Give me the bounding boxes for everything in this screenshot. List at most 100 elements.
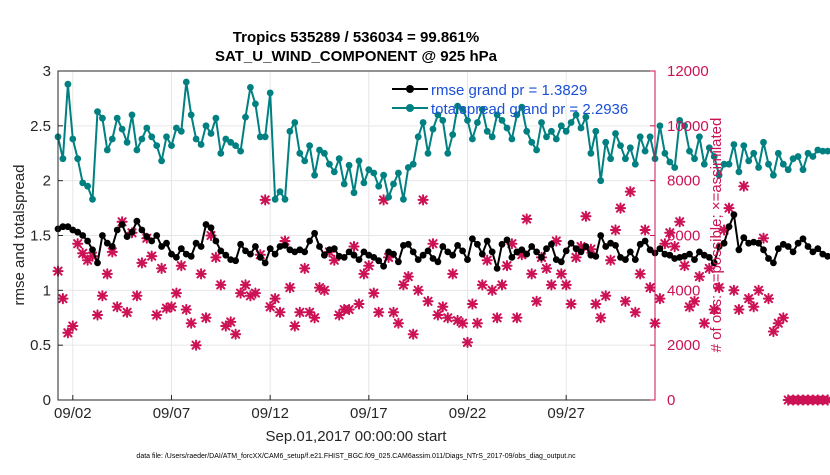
chart-title-line1: Tropics 535289 / 536034 = 99.861% bbox=[233, 29, 479, 46]
obs-point-glyph bbox=[506, 238, 518, 250]
obs-point-glyph bbox=[190, 339, 202, 351]
x-tick-label: 09/27 bbox=[547, 405, 585, 422]
rmse-point bbox=[163, 239, 170, 247]
rmse-point bbox=[148, 237, 156, 245]
totalspread-point bbox=[84, 182, 91, 190]
totalspread-point bbox=[548, 127, 555, 135]
rmse-point bbox=[740, 234, 748, 242]
obs-series bbox=[52, 180, 830, 406]
rmse-point bbox=[118, 221, 126, 228]
obs-point bbox=[496, 279, 508, 291]
rmse-point bbox=[414, 256, 422, 263]
rmse-point bbox=[64, 223, 72, 231]
obs-point bbox=[728, 284, 740, 296]
y-axis-right-label: # of obs: o=possible; ×=assimilated bbox=[708, 118, 725, 353]
rmse-point bbox=[824, 252, 830, 260]
rmse-point bbox=[543, 245, 550, 253]
totalspread-point bbox=[513, 111, 521, 119]
totalspread-point bbox=[508, 135, 516, 143]
obs-point bbox=[91, 309, 104, 321]
rmse-point bbox=[311, 229, 318, 237]
totalspread-point bbox=[750, 149, 758, 157]
obs-point bbox=[165, 301, 178, 313]
totalspread-point bbox=[395, 169, 402, 177]
rmse-point bbox=[666, 251, 674, 259]
y-right-tick-label: 4000 bbox=[667, 282, 700, 299]
rmse-point bbox=[538, 254, 545, 261]
totalspread-point bbox=[301, 157, 309, 165]
totalspread-point bbox=[153, 142, 161, 150]
rmse-point bbox=[434, 258, 442, 266]
totalspread-point bbox=[197, 141, 205, 148]
obs-point bbox=[151, 309, 163, 321]
rmse-point bbox=[138, 226, 146, 234]
obs-point bbox=[200, 312, 212, 324]
totalspread-point bbox=[370, 169, 378, 177]
obs-point bbox=[111, 301, 123, 313]
totalspread-point bbox=[464, 117, 471, 124]
totalspread-point bbox=[567, 119, 575, 126]
rmse-point bbox=[222, 251, 230, 259]
obs-point-glyph bbox=[629, 306, 641, 318]
totalspread-point bbox=[488, 133, 496, 141]
obs-point bbox=[146, 250, 158, 262]
totalspread-point bbox=[765, 160, 772, 168]
totalspread-point bbox=[538, 119, 545, 126]
obs-point bbox=[402, 271, 414, 283]
rmse-point bbox=[409, 248, 417, 256]
obs-point-glyph bbox=[274, 306, 286, 318]
obs-point bbox=[156, 262, 168, 274]
totalspread-point bbox=[518, 103, 526, 111]
totalspread-point bbox=[286, 127, 294, 135]
obs-point-glyph bbox=[422, 295, 434, 307]
obs-point-glyph bbox=[481, 254, 493, 266]
totalspread-point bbox=[276, 188, 284, 196]
obs-point bbox=[491, 312, 503, 324]
rmse-point bbox=[128, 228, 136, 236]
totalspread-point bbox=[661, 149, 669, 157]
rmse-series bbox=[54, 211, 830, 272]
obs-point bbox=[733, 303, 745, 316]
totalspread-point bbox=[247, 84, 254, 91]
obs-point-glyph bbox=[91, 309, 104, 321]
totalspread-point bbox=[686, 147, 693, 155]
obs-point-glyph bbox=[392, 317, 404, 329]
obs-point-glyph bbox=[77, 247, 89, 259]
totalspread-point bbox=[666, 158, 674, 166]
obs-point-glyph bbox=[609, 224, 622, 236]
obs-point bbox=[175, 260, 187, 272]
obs-point bbox=[738, 180, 750, 192]
obs-point bbox=[77, 247, 89, 259]
obs-point-glyph bbox=[752, 284, 765, 296]
rmse-point bbox=[237, 240, 245, 248]
obs-point bbox=[269, 293, 281, 305]
obs-point bbox=[466, 298, 478, 310]
obs-point bbox=[101, 268, 113, 280]
y-left-tick-label: 2 bbox=[43, 173, 51, 190]
obs-point-glyph bbox=[447, 268, 459, 280]
totalspread-point bbox=[607, 155, 614, 163]
totalspread-point bbox=[350, 189, 358, 197]
totalspread-point bbox=[252, 100, 259, 108]
obs-point-glyph bbox=[313, 282, 326, 294]
totalspread-point bbox=[133, 146, 141, 154]
obs-point bbox=[683, 301, 696, 313]
totalspread-point bbox=[281, 195, 289, 203]
totalspread-point bbox=[291, 119, 299, 126]
rmse-point bbox=[474, 240, 481, 248]
totalspread-point bbox=[622, 155, 629, 163]
rmse-point bbox=[360, 248, 368, 256]
rmse-point bbox=[577, 248, 585, 256]
rmse-point bbox=[232, 257, 240, 265]
y-right-tick-label: 10000 bbox=[667, 118, 709, 135]
rmse-point bbox=[424, 247, 432, 255]
obs-point-glyph bbox=[600, 290, 612, 302]
totalspread-point bbox=[345, 161, 353, 169]
rmse-point bbox=[533, 248, 540, 256]
rmse-point bbox=[113, 226, 121, 234]
rmse-point bbox=[454, 242, 461, 249]
rmse-point bbox=[715, 243, 723, 250]
totalspread-point bbox=[434, 111, 442, 119]
rmse-point bbox=[380, 262, 387, 270]
totalspread-point bbox=[755, 164, 762, 171]
